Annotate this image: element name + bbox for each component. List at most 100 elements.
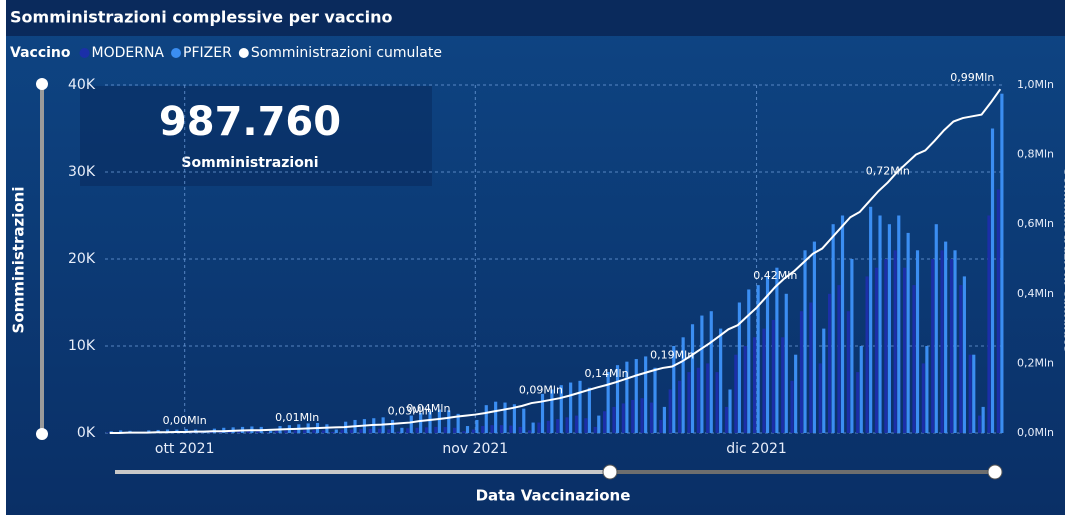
bar: [931, 259, 935, 433]
bar: [953, 250, 957, 433]
bar: [799, 311, 804, 433]
bar: [484, 405, 488, 433]
bar: [897, 215, 901, 433]
bar: [869, 206, 873, 433]
y2-tick-label: 0,6Mln: [1017, 217, 1054, 230]
data-label: 0,72Mln: [866, 164, 910, 177]
bar: [378, 428, 382, 433]
bar: [915, 250, 920, 433]
bar: [119, 430, 123, 433]
y2-tick-label: 0,2Mln: [1017, 356, 1054, 369]
bar: [962, 276, 966, 433]
bar: [981, 406, 985, 433]
bar: [550, 389, 554, 433]
y-tick-label: 30K: [68, 164, 96, 180]
bar: [368, 428, 372, 433]
bar: [453, 427, 457, 433]
y2-tick-label: 0,4Mln: [1017, 287, 1054, 300]
x-axis-title: Data Vaccinazione: [476, 487, 631, 505]
card-value: 987.760: [159, 99, 341, 145]
bar: [828, 293, 832, 433]
bar: [700, 315, 704, 433]
bar: [593, 426, 597, 433]
bar: [331, 431, 335, 433]
bar: [846, 311, 850, 433]
bar: [349, 429, 354, 433]
y-tick-label: 10K: [68, 338, 96, 354]
bar: [753, 337, 757, 433]
legend-label: MODERNA: [92, 45, 165, 61]
card-label: Somministrazioni: [181, 155, 318, 171]
bar: [822, 328, 826, 433]
bar: [765, 276, 770, 433]
y-slider-handle[interactable]: [36, 428, 48, 440]
bar: [387, 429, 391, 433]
bar: [606, 372, 610, 433]
bar: [803, 250, 807, 433]
bar: [784, 293, 788, 433]
bar: [724, 406, 729, 433]
card-box: [80, 86, 432, 186]
bar: [678, 380, 682, 433]
y2-axis-title: Somministrazioni cumulate: [1062, 168, 1071, 353]
bar: [634, 359, 638, 433]
bar: [612, 406, 616, 433]
title-bar: [6, 0, 1065, 36]
bar: [603, 411, 607, 433]
bar: [681, 337, 685, 433]
bar: [743, 346, 747, 433]
bar: [409, 415, 413, 433]
bar: [668, 389, 672, 433]
bar: [959, 285, 963, 433]
bar: [893, 250, 897, 433]
bar: [565, 417, 569, 433]
x-tick-label: ott 2021: [155, 441, 215, 457]
bar: [850, 259, 854, 433]
bar: [790, 380, 794, 433]
bar: [284, 430, 288, 433]
bar: [209, 431, 213, 433]
bar: [269, 430, 273, 433]
bar: [584, 418, 588, 433]
bar: [709, 311, 713, 433]
bar: [509, 425, 513, 433]
data-label: 0,19Mln: [650, 349, 694, 362]
bar: [293, 430, 297, 433]
data-label: 0,04Mln: [406, 402, 450, 415]
bar: [475, 419, 479, 433]
y2-tick-label: 1,0Mln: [1017, 78, 1054, 91]
bar: [574, 415, 579, 433]
y-tick-label: 20K: [68, 251, 96, 267]
bar: [690, 324, 695, 433]
bar: [990, 128, 995, 433]
bar: [340, 429, 344, 433]
bar: [522, 408, 526, 433]
bar: [265, 432, 269, 433]
bar: [949, 259, 954, 433]
legend-title: Vaccino: [10, 45, 71, 61]
bar: [987, 215, 991, 433]
bar: [246, 431, 250, 433]
bar: [809, 302, 813, 433]
bar: [775, 267, 779, 433]
bar: [400, 427, 404, 433]
bar: [228, 431, 232, 433]
bar: [696, 367, 700, 433]
bar: [856, 372, 860, 433]
bar: [415, 427, 419, 433]
bar: [499, 425, 504, 433]
y-slider-handle[interactable]: [36, 78, 48, 90]
background: [6, 0, 1065, 515]
x-slider-handle[interactable]: [987, 464, 1003, 480]
bar: [921, 363, 925, 433]
x-slider-handle[interactable]: [602, 464, 618, 480]
bar: [512, 404, 516, 433]
bar: [465, 426, 470, 433]
bar: [256, 431, 260, 433]
bar: [996, 189, 1000, 433]
line: [109, 88, 1002, 434]
legend-marker: [79, 48, 90, 58]
bar: [837, 285, 841, 433]
bar: [531, 422, 535, 433]
bar: [968, 354, 972, 433]
